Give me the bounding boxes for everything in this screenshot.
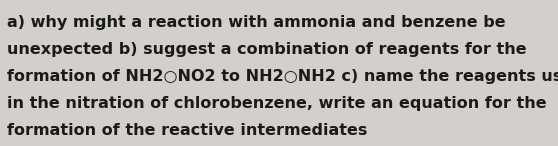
Text: formation of NH2○NO2 to NH2○NH2 c) name the reagents used: formation of NH2○NO2 to NH2○NH2 c) name … [7,69,558,84]
Text: a) why might a reaction with ammonia and benzene be: a) why might a reaction with ammonia and… [7,15,506,30]
Text: in the nitration of chlorobenzene, write an equation for the: in the nitration of chlorobenzene, write… [7,96,547,111]
Text: unexpected b) suggest a combination of reagents for the: unexpected b) suggest a combination of r… [7,42,527,57]
Text: formation of the reactive intermediates: formation of the reactive intermediates [7,123,368,138]
